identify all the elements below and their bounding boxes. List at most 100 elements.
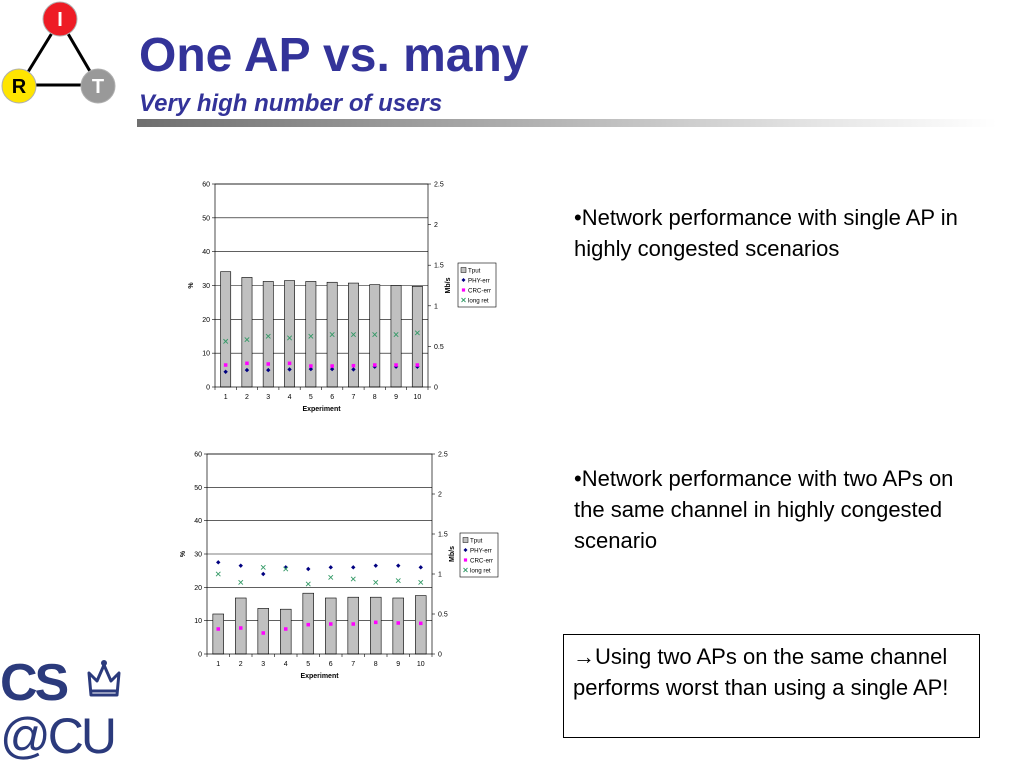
- irt-logo-i-circle: [42, 1, 78, 37]
- bar-tput: [257, 608, 269, 655]
- marker-phy-err: [418, 565, 423, 570]
- x-tick-label: 1: [224, 394, 228, 401]
- y-tick-label: 30: [194, 552, 202, 559]
- legend-long-ret-label: long ret: [468, 297, 489, 304]
- x-tick-label: 3: [261, 661, 265, 668]
- y-tick-label: 0: [206, 385, 210, 392]
- marker-crc-err: [223, 363, 228, 367]
- marker-phy-err: [351, 367, 356, 372]
- irt-logo-i: I: [57, 9, 63, 31]
- marker-crc-err: [418, 621, 423, 626]
- y2-axis-title: Mb/s: [449, 546, 456, 562]
- marker-phy-err: [351, 565, 356, 570]
- marker-crc-err: [372, 363, 377, 367]
- legend-long-ret-label: long ret: [470, 567, 491, 574]
- y-tick-label: 60: [194, 452, 202, 459]
- y2-tick-label: 2.5: [438, 452, 448, 459]
- marker-crc-err: [351, 622, 356, 626]
- bullet-two-aps: •Network performance with two APs on the…: [574, 466, 954, 553]
- bar-tput: [370, 596, 382, 655]
- marker-long-ret: [395, 578, 401, 584]
- legend-crc-err-swatch: [463, 558, 468, 562]
- bar-tput: [392, 597, 404, 655]
- irt-logo-r: R: [12, 76, 27, 98]
- irt-logo-t: T: [92, 76, 104, 98]
- y-tick-label: 10: [202, 351, 210, 358]
- x-tick-label: 4: [284, 661, 288, 668]
- y2-tick-label: 1.5: [434, 263, 444, 270]
- x-tick-label: 4: [288, 394, 292, 401]
- x-tick-label: 8: [373, 394, 377, 401]
- marker-long-ret: [350, 576, 356, 582]
- y2-tick-label: 2.5: [434, 182, 444, 189]
- x-axis-title: Experiment: [300, 673, 339, 680]
- irt-logo-t-circle: [80, 68, 116, 104]
- legend-crc-err-swatch: [461, 288, 466, 292]
- y2-tick-label: 1.5: [438, 532, 448, 539]
- marker-crc-err: [306, 622, 311, 627]
- legend-crc-err-label: CRC-err: [468, 287, 491, 294]
- marker-long-ret: [328, 574, 334, 580]
- y2-tick-label: 0.5: [434, 344, 444, 351]
- y2-tick-label: 2: [438, 492, 442, 499]
- x-tick-label: 5: [306, 661, 310, 668]
- slide-title: One AP vs. many: [139, 29, 529, 82]
- y2-tick-label: 0.5: [438, 612, 448, 619]
- marker-phy-err: [238, 563, 243, 568]
- marker-phy-err: [396, 563, 401, 568]
- marker-crc-err: [328, 622, 333, 626]
- title-underline: [137, 119, 997, 127]
- marker-long-ret: [287, 335, 293, 341]
- y-tick-label: 0: [198, 652, 202, 659]
- cs-columbia-logo: CS @CU: [0, 655, 121, 760]
- y-tick-label: 20: [202, 317, 210, 324]
- legend-long-ret-swatch: [461, 297, 466, 303]
- y-tick-label: 50: [202, 215, 210, 222]
- marker-long-ret: [223, 338, 229, 344]
- x-tick-label: 6: [329, 661, 333, 668]
- marker-crc-err: [266, 362, 271, 366]
- marker-phy-err: [328, 565, 333, 570]
- marker-long-ret: [305, 581, 311, 587]
- x-tick-label: 6: [330, 394, 334, 401]
- marker-long-ret: [372, 332, 378, 338]
- legend: Tput PHY-err CRC-err long ret: [457, 262, 497, 308]
- arrow-right-icon: →: [573, 644, 595, 669]
- marker-crc-err: [216, 627, 221, 631]
- marker-long-ret: [308, 333, 314, 339]
- legend-crc-err-label: CRC-err: [470, 557, 493, 564]
- y-tick-label: 40: [194, 518, 202, 525]
- y2-tick-label: 0: [434, 385, 438, 392]
- legend-phy-err-swatch: [463, 548, 468, 552]
- bar-tput: [325, 597, 337, 655]
- marker-long-ret: [215, 571, 221, 577]
- x-tick-label: 7: [351, 661, 355, 668]
- marker-phy-err: [216, 560, 221, 565]
- bar-tput: [390, 285, 402, 388]
- marker-long-ret: [418, 579, 424, 585]
- bar-tput: [280, 608, 292, 655]
- y-tick-label: 60: [202, 182, 210, 189]
- legend-phy-err-label: PHY-err: [470, 547, 492, 554]
- y-tick-label: 40: [202, 249, 210, 256]
- marker-long-ret: [350, 332, 356, 338]
- legend-tput-swatch: [460, 267, 467, 273]
- x-tick-label: 10: [413, 394, 421, 401]
- y-axis-title: %: [180, 550, 187, 557]
- marker-crc-err: [394, 363, 398, 367]
- marker-long-ret: [244, 337, 250, 343]
- y-tick-label: 50: [194, 485, 202, 492]
- marker-crc-err: [330, 364, 334, 368]
- y2-tick-label: 1: [434, 303, 438, 310]
- marker-long-ret: [260, 564, 266, 570]
- marker-phy-err: [223, 369, 228, 374]
- marker-crc-err: [245, 361, 249, 366]
- marker-phy-err: [287, 367, 292, 372]
- legend-tput-label: Tput: [468, 267, 481, 274]
- marker-long-ret: [238, 579, 244, 585]
- x-tick-label: 9: [394, 394, 398, 401]
- bar-tput: [411, 286, 423, 388]
- marker-crc-err: [309, 364, 313, 368]
- marker-crc-err: [415, 363, 420, 367]
- x-tick-label: 1: [216, 661, 220, 668]
